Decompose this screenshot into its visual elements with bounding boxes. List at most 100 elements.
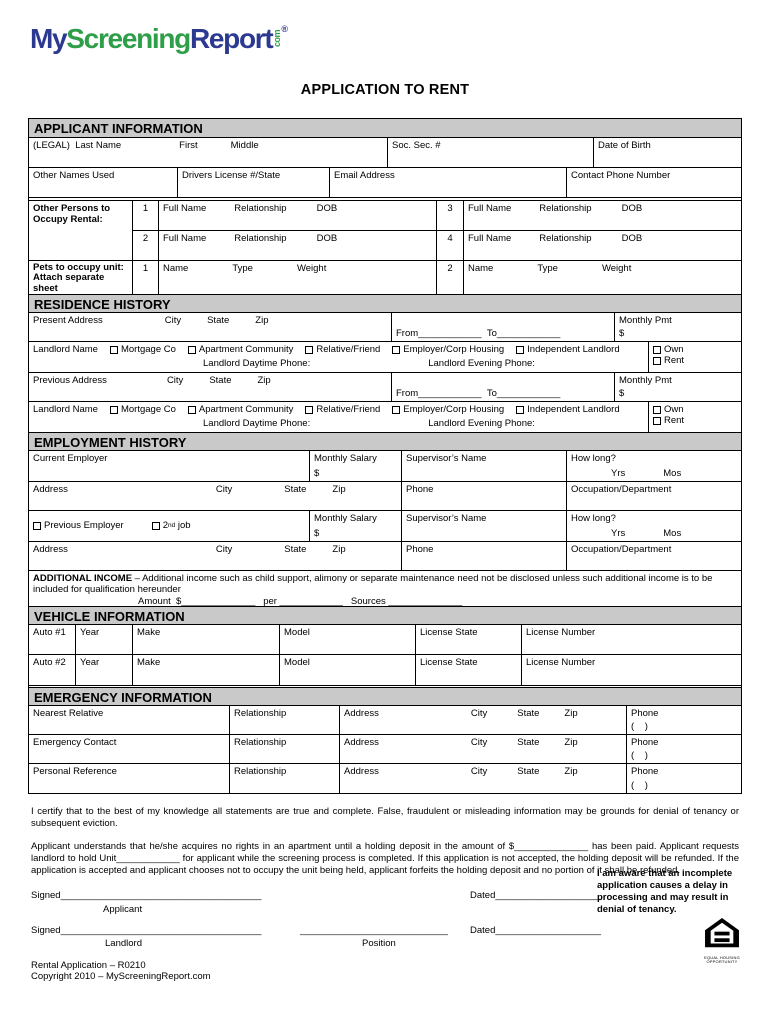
field-contact-relationship[interactable]: Relationship xyxy=(229,735,339,763)
field-drivers-license[interactable]: Drivers License #/State xyxy=(177,168,329,197)
field-auto1-make[interactable]: Make xyxy=(132,625,279,654)
checkbox-relative-friend-previous[interactable] xyxy=(305,405,314,414)
occupant-number-4: 4 xyxy=(436,231,463,260)
label-date-of-birth: Date of Birth xyxy=(598,140,651,151)
field-occupation-current[interactable]: Occupation/Department xyxy=(566,482,741,510)
field-employer-address-previous[interactable]: Address City State Zip xyxy=(29,542,401,570)
field-contact-address[interactable]: Address City State Zip xyxy=(339,735,626,763)
label-zip: Zip xyxy=(257,375,271,386)
label-dollar-sign: $ xyxy=(314,467,320,479)
occupant-3-field[interactable]: Full Name Relationship DOB xyxy=(463,201,741,230)
checkbox-second-job[interactable] xyxy=(151,522,160,530)
field-contact-phone[interactable]: Contact Phone Number xyxy=(566,168,741,197)
field-how-long-previous[interactable]: How long? Yrs Mos xyxy=(566,511,741,541)
field-legal-name[interactable]: (LEGAL) Last Name First Middle xyxy=(29,138,387,167)
field-relative-relationship[interactable]: Relationship xyxy=(229,706,339,734)
label-present-address: Present Address xyxy=(33,315,103,326)
auto2-row: Auto #2 Year Make Model License State Li… xyxy=(29,654,741,685)
field-personal-reference[interactable]: Personal Reference xyxy=(29,764,229,793)
field-relative-phone[interactable]: Phone ( ) xyxy=(626,706,741,734)
label-city: City xyxy=(215,544,233,555)
field-auto1-model[interactable]: Model xyxy=(279,625,415,654)
field-ssn[interactable]: Soc. Sec. # xyxy=(387,138,593,167)
field-auto1-year[interactable]: Year xyxy=(75,625,132,654)
logo-part-my: My xyxy=(30,23,68,54)
occupant-1-field[interactable]: Full Name Relationship DOB xyxy=(158,201,436,230)
label-state: State xyxy=(284,484,307,495)
label-address: Address xyxy=(33,544,68,555)
checkbox-relative-friend-present[interactable] xyxy=(305,345,314,354)
label-middle-name: Middle xyxy=(230,140,259,151)
field-previous-address[interactable]: Previous Address City State Zip xyxy=(29,373,391,401)
label-full-name: Full Name xyxy=(163,203,207,214)
field-auto2-license-state[interactable]: License State xyxy=(415,655,521,685)
field-emergency-contact[interactable]: Emergency Contact xyxy=(29,735,229,763)
label-pet-name: Name xyxy=(468,263,494,274)
checkbox-independent-landlord-previous[interactable] xyxy=(516,405,525,414)
own-rent-present: Own Rent xyxy=(648,342,741,372)
field-occupation-previous[interactable]: Occupation/Department xyxy=(566,542,741,570)
applicant-dated-line[interactable]: Dated____________________ xyxy=(470,890,602,901)
position-line[interactable]: ____________________________ xyxy=(300,925,448,936)
checkbox-employer-corp-housing-previous[interactable] xyxy=(392,405,401,414)
field-landlord-present[interactable]: Landlord Name Mortgage Co Apartment Comm… xyxy=(33,344,620,370)
field-reference-relationship[interactable]: Relationship xyxy=(229,764,339,793)
field-auto2-make[interactable]: Make xyxy=(132,655,279,685)
field-auto2-model[interactable]: Model xyxy=(279,655,415,685)
applicant-signature-line[interactable]: Signed__________________________________… xyxy=(31,890,262,901)
label-from-to: From____________ To____________ xyxy=(396,327,561,339)
field-date-of-birth[interactable]: Date of Birth xyxy=(593,138,741,167)
field-employer-address-current[interactable]: Address City State Zip xyxy=(29,482,401,510)
field-current-employer[interactable]: Current Employer xyxy=(29,451,309,481)
label-dollar-sign: $ xyxy=(619,327,625,339)
field-auto2-year[interactable]: Year xyxy=(75,655,132,685)
checkbox-rent-present[interactable] xyxy=(653,356,661,365)
field-employer-phone-current[interactable]: Phone xyxy=(401,482,566,510)
checkbox-apartment-community-present[interactable] xyxy=(187,345,196,354)
field-monthly-pmt-present[interactable]: Monthly Pmt $ xyxy=(614,313,741,341)
pet-1-field[interactable]: Name Type Weight xyxy=(158,261,436,294)
checkbox-previous-employer[interactable] xyxy=(33,522,41,530)
field-email[interactable]: Email Address xyxy=(329,168,566,197)
position-label: Position xyxy=(362,938,396,949)
pet-2-field[interactable]: Name Type Weight xyxy=(463,261,741,294)
field-additional-income[interactable]: ADDITIONAL INCOME – Additional income su… xyxy=(29,571,741,606)
field-how-long-current[interactable]: How long? Yrs Mos xyxy=(566,451,741,481)
occupant-2-field[interactable]: Full Name Relationship DOB xyxy=(158,231,436,260)
field-supervisor-previous[interactable]: Supervisor’s Name xyxy=(401,511,566,541)
checkbox-rent-previous[interactable] xyxy=(653,416,661,425)
checkbox-mortgage-co-present[interactable] xyxy=(109,345,118,354)
label-auto-1: Auto #1 xyxy=(33,627,66,638)
label-auto-2: Auto #2 xyxy=(33,657,66,668)
pet-number-1: 1 xyxy=(132,261,158,294)
field-other-names[interactable]: Other Names Used xyxy=(29,168,177,197)
checkbox-own-present[interactable] xyxy=(653,345,661,354)
checkbox-employer-corp-housing-present[interactable] xyxy=(392,345,401,354)
landlord-signature-line[interactable]: Signed__________________________________… xyxy=(31,925,262,936)
field-auto1-license-number[interactable]: License Number xyxy=(521,625,741,654)
field-nearest-relative[interactable]: Nearest Relative xyxy=(29,706,229,734)
checkbox-independent-landlord-present[interactable] xyxy=(516,345,525,354)
field-reference-phone[interactable]: Phone ( ) xyxy=(626,764,741,793)
field-present-address[interactable]: Present Address City State Zip xyxy=(29,313,391,341)
checkbox-apartment-community-previous[interactable] xyxy=(187,405,196,414)
field-auto1-license-state[interactable]: License State xyxy=(415,625,521,654)
field-reference-address[interactable]: Address City State Zip xyxy=(339,764,626,793)
checkbox-own-previous[interactable] xyxy=(653,405,661,414)
field-monthly-pmt-previous[interactable]: Monthly Pmt $ xyxy=(614,373,741,401)
occupant-4-field[interactable]: Full Name Relationship DOB xyxy=(463,231,741,260)
field-monthly-salary-current[interactable]: Monthly Salary $ xyxy=(309,451,401,481)
field-landlord-previous[interactable]: Landlord Name Mortgage Co Apartment Comm… xyxy=(33,404,620,430)
checkbox-mortgage-co-previous[interactable] xyxy=(109,405,118,414)
field-contact-phone[interactable]: Phone ( ) xyxy=(626,735,741,763)
field-auto2-license-number[interactable]: License Number xyxy=(521,655,741,685)
field-residence-dates-previous[interactable]: From____________ To____________ xyxy=(391,373,614,401)
field-monthly-salary-previous[interactable]: Monthly Salary $ xyxy=(309,511,401,541)
label-how-long: How long? xyxy=(571,453,616,464)
field-residence-dates-present[interactable]: From____________ To____________ xyxy=(391,313,614,341)
field-supervisor-current[interactable]: Supervisor’s Name xyxy=(401,451,566,481)
landlord-dated-line[interactable]: Dated____________________ xyxy=(470,925,602,936)
field-employer-phone-previous[interactable]: Phone xyxy=(401,542,566,570)
field-relative-address[interactable]: Address City State Zip xyxy=(339,706,626,734)
